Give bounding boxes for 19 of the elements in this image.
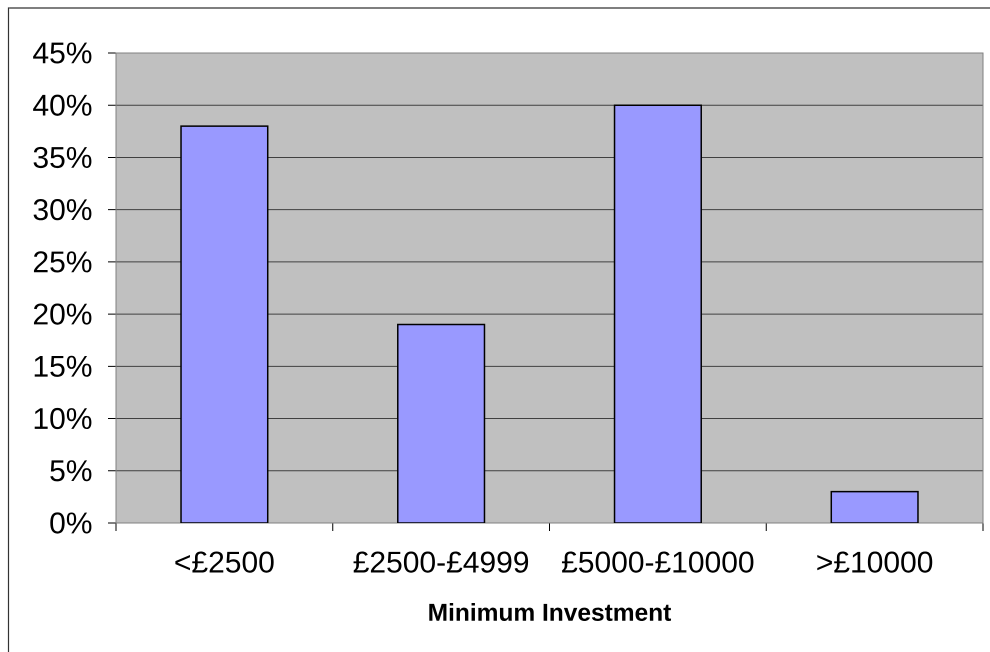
x-axis-title: Minimum Investment	[429, 603, 672, 621]
x-tick-label: >£10000	[817, 552, 932, 573]
x-tick-label: <£2500	[175, 552, 274, 573]
y-tick-label: 20%	[34, 303, 92, 325]
x-tick-label: £2500-£4999	[354, 552, 528, 573]
y-tick-label: 45%	[33, 42, 92, 64]
y-tick-label: 25%	[34, 251, 92, 273]
y-tick-label: 30%	[34, 199, 92, 220]
x-tick-label: £5000-£10000	[562, 552, 754, 573]
bar	[830, 490, 919, 523]
bar	[180, 125, 268, 523]
y-tick-label: 5%	[50, 460, 92, 482]
y-tick-label: 15%	[34, 356, 92, 377]
y-tick-label: 10%	[34, 408, 92, 430]
bar	[397, 324, 486, 523]
bar	[614, 104, 702, 523]
y-tick-label: 0%	[50, 512, 92, 534]
y-tick-label: 40%	[33, 94, 92, 116]
y-tick-label: 35%	[34, 146, 92, 168]
